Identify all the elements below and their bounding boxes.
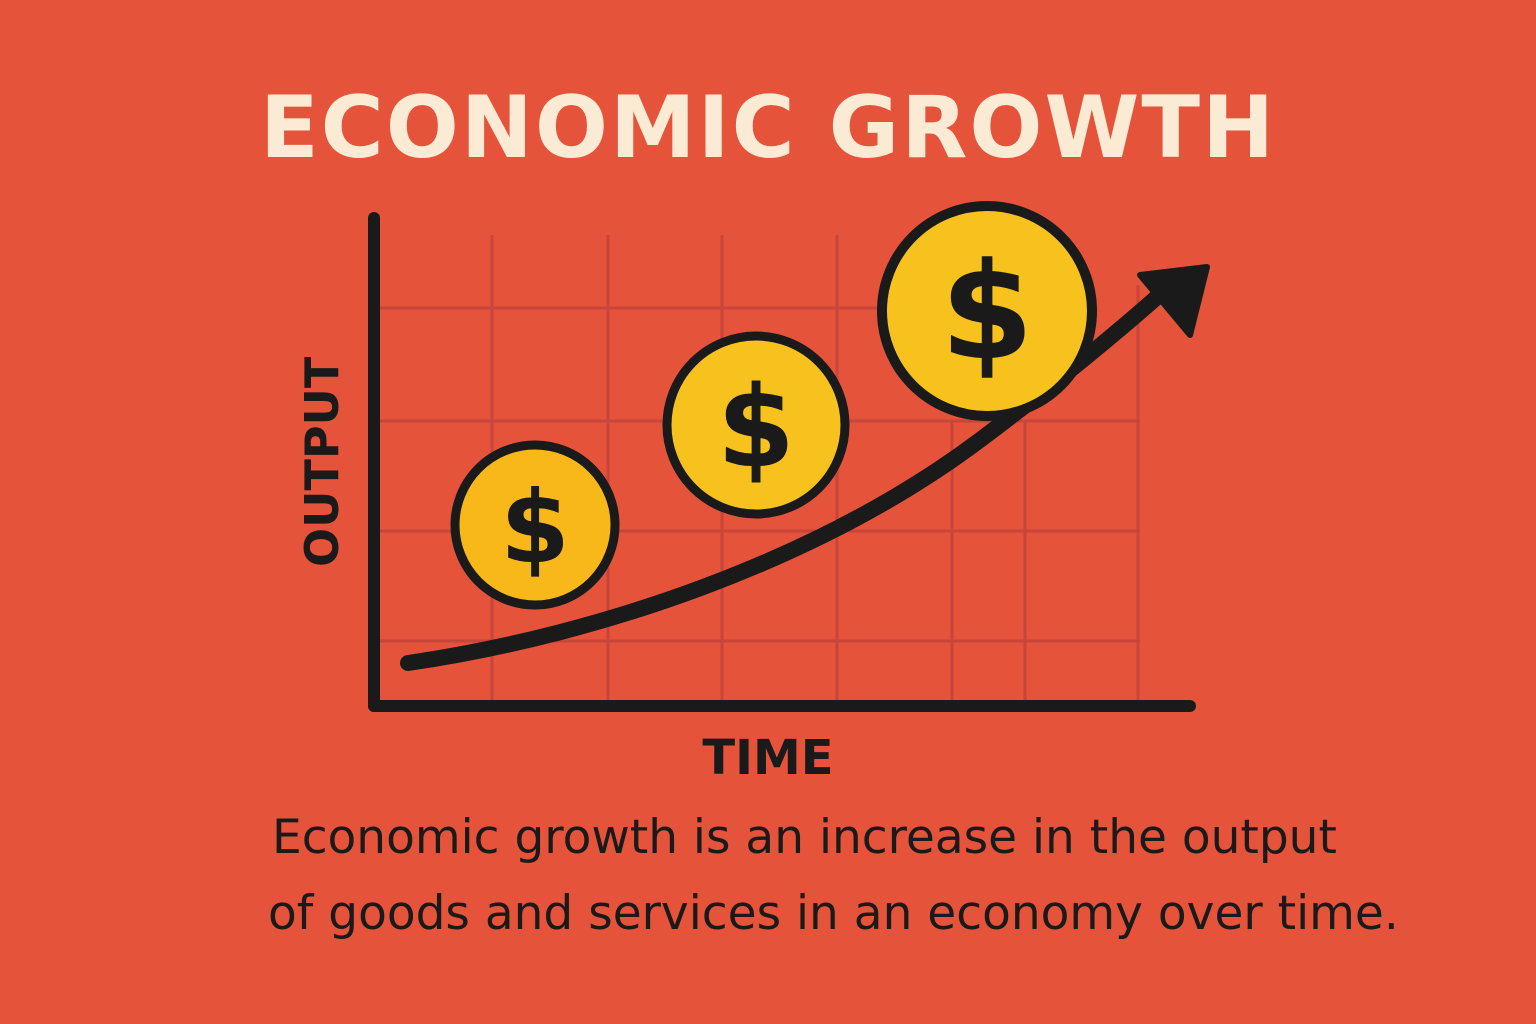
- coin-2: $: [662, 331, 850, 519]
- axes: [368, 212, 1196, 712]
- dollar-icon: $: [717, 363, 795, 493]
- caption-line-1: Economic growth is an increase in the ou…: [272, 810, 1337, 865]
- page-title: ECONOMIC GROWTH: [259, 78, 1277, 178]
- dollar-icon: $: [500, 469, 570, 586]
- dollar-icon: $: [940, 234, 1033, 390]
- growth-curve: [400, 282, 1173, 671]
- coin-3: $: [877, 201, 1097, 421]
- arrowhead-icon: [1137, 264, 1210, 338]
- x-axis-label: TIME: [702, 730, 834, 786]
- coin-1: $: [450, 440, 620, 610]
- y-axis-label: OUTPUT: [295, 356, 349, 567]
- caption-line-2: of goods and services in an economy over…: [268, 886, 1399, 941]
